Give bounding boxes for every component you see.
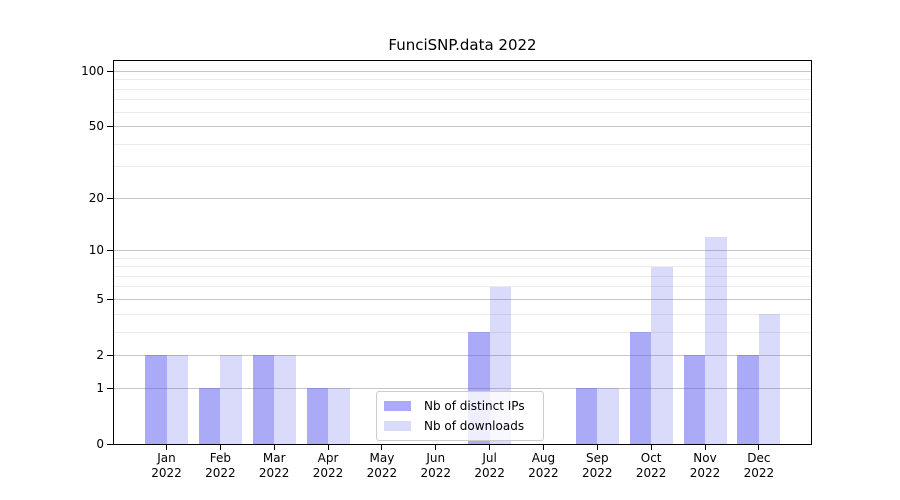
x-tick-label: Jun 2022 (420, 451, 452, 480)
x-tick-mark (489, 445, 491, 450)
y-tick-label: 50 (88, 119, 104, 133)
legend-swatch-distinct-ips (384, 401, 411, 411)
gridline-minor (114, 88, 811, 90)
y-tick-mark (107, 126, 113, 127)
bar-downloads (328, 388, 350, 444)
x-tick-mark (219, 445, 221, 450)
gridline-major (114, 298, 811, 300)
y-tick-label: 2 (96, 347, 104, 362)
gridline-major (114, 197, 811, 199)
bar-distinct-ips (683, 355, 705, 444)
bar-downloads (597, 388, 619, 444)
x-tick-label: May 2022 (366, 451, 398, 480)
gridline-minor (114, 286, 811, 288)
gridline-minor (114, 313, 811, 315)
legend-swatch-downloads (384, 421, 411, 431)
bar-distinct-ips (145, 355, 167, 444)
x-tick-mark (327, 445, 329, 450)
y-tick-label: 10 (88, 242, 104, 257)
x-tick-mark (704, 445, 706, 450)
x-tick-label: Jul 2022 (474, 451, 505, 480)
x-tick-mark (435, 445, 437, 450)
bar-downloads (166, 355, 188, 444)
x-tick-label: Nov 2022 (689, 451, 721, 480)
bar-distinct-ips (575, 388, 598, 444)
x-tick-label: Feb 2022 (205, 451, 236, 480)
y-tick-mark (107, 70, 113, 72)
gridline-minor (114, 99, 811, 101)
gridline-major (114, 126, 811, 127)
gridline-minor (114, 143, 811, 145)
gridline-minor (114, 331, 811, 333)
bar-downloads (758, 314, 781, 444)
x-tick-label: Aug 2022 (528, 451, 559, 480)
x-tick-mark (650, 445, 652, 450)
legend-item-downloads: Nb of downloads (384, 418, 536, 434)
x-tick-mark (166, 445, 167, 450)
gridline-minor (114, 257, 811, 259)
bar-distinct-ips (737, 355, 759, 444)
gridline-major (114, 249, 811, 251)
x-tick-label: Apr 2022 (312, 451, 344, 480)
x-tick-label: Sep 2022 (582, 451, 613, 480)
plot-area: Nb of distinct IPs Nb of downloads (113, 60, 812, 445)
x-tick-label: Jan 2022 (151, 451, 182, 480)
gridline-major (114, 70, 811, 72)
bar-distinct-ips (306, 388, 329, 444)
legend-label-downloads: Nb of downloads (424, 419, 525, 433)
bar-distinct-ips (629, 332, 652, 444)
bar-distinct-ips (198, 388, 221, 444)
legend-label-distinct-ips: Nb of distinct IPs (424, 399, 525, 413)
gridline-minor (114, 166, 811, 168)
bar-downloads (274, 355, 296, 444)
x-tick-mark (596, 445, 598, 450)
gridline-minor (114, 111, 811, 113)
gridline-minor (114, 266, 811, 268)
x-tick-mark (273, 445, 275, 450)
y-tick-mark (107, 197, 113, 199)
gridline-major (114, 387, 811, 389)
legend-item-distinct-ips: Nb of distinct IPs (384, 398, 536, 414)
bar-downloads (651, 266, 673, 444)
gridline-minor (114, 79, 811, 81)
gridline-major (114, 354, 811, 356)
x-tick-label: Oct 2022 (635, 451, 667, 480)
y-tick-mark (107, 387, 113, 389)
y-tick-label: 100 (81, 63, 104, 78)
gridline-minor (114, 275, 811, 277)
x-tick-mark (758, 445, 760, 450)
x-tick-label: Dec 2022 (743, 451, 775, 480)
y-tick-label: 0 (96, 436, 104, 451)
bar-distinct-ips (252, 355, 275, 444)
bar-downloads (705, 236, 727, 444)
bar-downloads (220, 355, 242, 444)
y-tick-mark (107, 298, 113, 300)
chart-title: FunciSNP.data 2022 (388, 36, 537, 54)
x-tick-mark (381, 445, 383, 450)
legend: Nb of distinct IPs Nb of downloads (376, 391, 544, 441)
y-tick-label: 1 (96, 380, 104, 395)
y-tick-label: 5 (96, 291, 104, 306)
x-tick-label: Mar 2022 (258, 451, 290, 480)
y-tick-mark (107, 249, 113, 251)
y-tick-mark (107, 443, 113, 445)
y-tick-mark (107, 354, 113, 356)
x-tick-mark (542, 445, 544, 450)
y-tick-label: 20 (88, 190, 104, 205)
